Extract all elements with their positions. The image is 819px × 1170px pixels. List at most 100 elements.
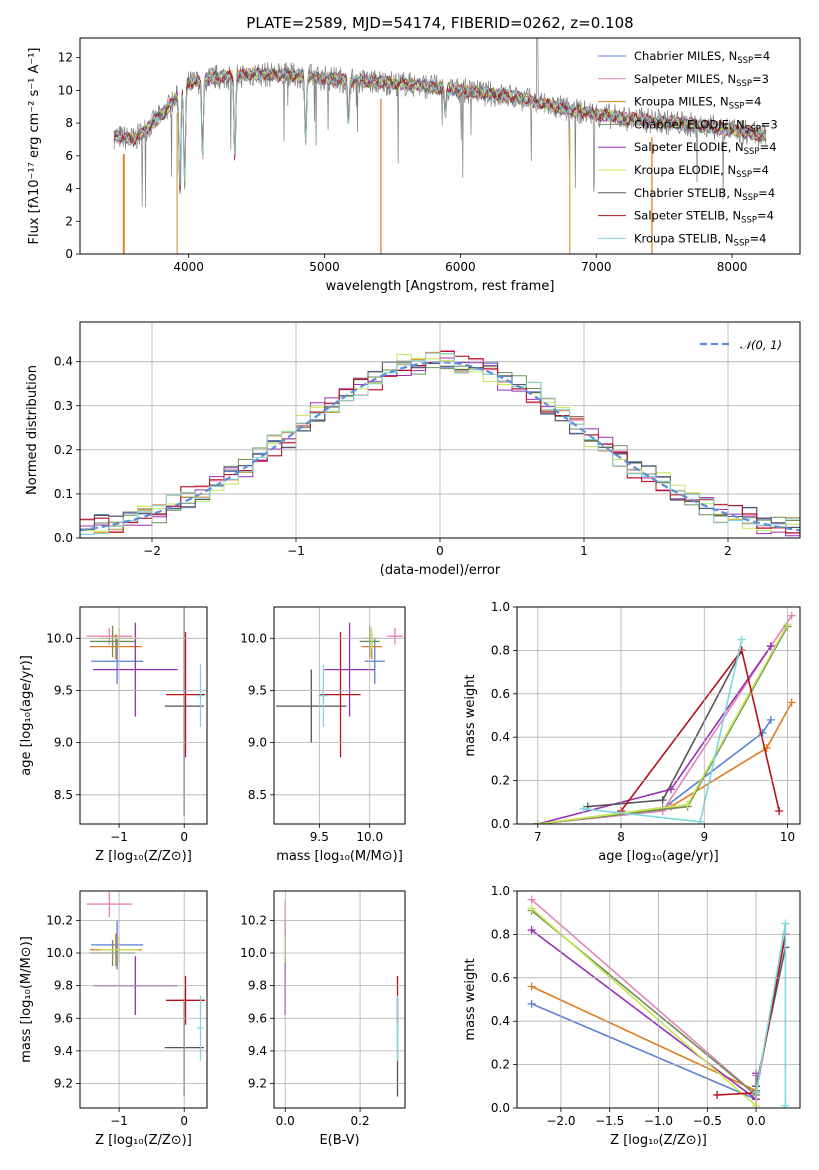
x-tick-label: −1 — [287, 544, 305, 558]
x-tick-label: 10 — [780, 830, 795, 844]
series-salpeter-stelib — [713, 930, 790, 1099]
y-tick-label: 9.5 — [54, 683, 73, 697]
legend-entry: Kroupa STELIB, NSSP=4 — [634, 231, 766, 248]
series-marker — [527, 999, 536, 1008]
y-tick-label: 10.0 — [240, 631, 267, 645]
model-spectrum-line — [114, 67, 767, 186]
legend-subscript: SSP — [729, 102, 745, 112]
series-marker — [766, 715, 775, 724]
series-marker — [787, 611, 796, 620]
series-line — [531, 899, 757, 1097]
x-tick-label: 0.0 — [276, 1114, 295, 1128]
x-axis-label: Z [log₁₀(Z/Z⊙)] — [95, 1133, 192, 1148]
series-marker — [775, 806, 784, 815]
series-line — [531, 907, 757, 1108]
y-tick-label: 9.6 — [248, 1011, 267, 1025]
legend-n-label: , N — [726, 186, 742, 200]
series-marker — [787, 698, 796, 707]
x-axis-label: age [log₁₀(age/yr)] — [598, 849, 719, 864]
y-tick-label: 0.4 — [54, 355, 73, 369]
panel-spectrum: 4000 5000 6000 7000 8000 0 2 4 6 8 10 12 wavelength … — [27, 37, 801, 294]
legend-model-name: Chabrier ELODIE — [634, 117, 729, 131]
y-tick-label: 8 — [65, 116, 73, 130]
series-line — [537, 615, 793, 824]
x-tick-label: 7000 — [581, 260, 612, 274]
legend-entry: Kroupa ELODIE, NSSP=4 — [634, 163, 769, 180]
point-kroupa-stelib — [197, 995, 204, 1061]
legend-n-label: , N — [713, 95, 729, 109]
axes-frame — [516, 606, 801, 825]
legend-nssp-value: 4 — [769, 140, 776, 154]
y-axis-label: mass weight — [463, 958, 478, 1040]
y-tick-label: 0.2 — [54, 443, 73, 457]
x-axis-label: Z [log₁₀(Z/Z⊙)] — [610, 1133, 707, 1148]
legend-equals: = — [761, 117, 771, 131]
x-tick-label: −1 — [110, 830, 128, 844]
plot-area — [113, 38, 767, 254]
legend-equals: = — [758, 186, 768, 200]
x-tick-label: −2 — [143, 544, 161, 558]
y-axis-label: Flux [fλ10⁻¹⁷ erg cm⁻² s⁻¹ A⁻¹] — [27, 48, 42, 245]
series-line — [531, 1003, 757, 1101]
point-salpeter-miles — [86, 891, 133, 918]
y-tick-label: 9.4 — [54, 1044, 73, 1058]
series-kroupa-elodie — [527, 904, 761, 1108]
y-axis-label: age [log₁₀(age/yr)] — [19, 655, 34, 776]
legend-entry: Chabrier MILES, NSSP=4 — [634, 49, 770, 66]
legend-equals: = — [752, 163, 762, 177]
x-tick-label: 0 — [180, 1114, 188, 1128]
x-tick-label: 7 — [534, 830, 542, 844]
panel-mass-vs-Z: −1 0 9.2 9.4 9.6 9.8 10.0 10.2 Z [log₁₀(Z/Z⊙)] ma… — [19, 890, 208, 1148]
figure-title: PLATE=2589, MJD=54174, FIBERID=0262, z=0… — [246, 14, 633, 32]
panel-residuals: −2 −1 0 1 2 0.0 0.1 0.2 0.3 0.4 (data-model)/error… — [25, 321, 801, 578]
series-marker — [527, 895, 536, 904]
y-tick-label: 1.0 — [491, 600, 510, 614]
y-tick-label: 0.8 — [491, 927, 510, 941]
x-tick-label: 0.2 — [351, 1114, 370, 1128]
model-spectrum-line — [113, 66, 767, 194]
y-tick-label: 10.2 — [240, 913, 267, 927]
y-tick-label: 9.8 — [54, 979, 73, 993]
y-tick-label: 0.2 — [491, 774, 510, 788]
legend-equals: = — [760, 140, 770, 154]
axes-frame — [273, 606, 406, 825]
y-tick-label: 10 — [58, 83, 73, 97]
legend-equals: = — [749, 231, 759, 245]
panel-age-vs-Z: −1 0 8.5 9.0 9.5 10.0 Z [log₁₀(Z/Z⊙)] age [log₁… — [19, 606, 208, 864]
series-marker — [737, 635, 746, 644]
legend-nssp-value: 4 — [754, 95, 761, 109]
plot-area — [276, 622, 403, 758]
y-tick-label: 10.0 — [240, 946, 267, 960]
y-tick-label: 9.4 — [248, 1044, 267, 1058]
x-axis-label: wavelength [Angstrom, rest frame] — [326, 279, 555, 294]
plot-area — [86, 891, 206, 1097]
x-tick-label: 5000 — [309, 260, 340, 274]
point-chabrier-miles — [91, 638, 144, 685]
x-tick-label: 6000 — [445, 260, 476, 274]
y-tick-label: 12 — [58, 51, 73, 65]
series-line — [583, 639, 743, 823]
legend-nssp-value: 4 — [767, 209, 774, 223]
series-line — [537, 624, 789, 824]
legend-model-name: Kroupa STELIB — [634, 231, 718, 245]
series-kroupa-stelib — [579, 635, 746, 824]
point-kroupa-stelib — [197, 664, 204, 727]
panel-weight-vs-Z: −2.0 −1.5 −1.0 −0.5 0.0 0.0 0.2 0.4 0.6 0.8 1.0 Z [… — [463, 884, 801, 1148]
legend-model-name: Salpeter MILES — [634, 72, 720, 86]
series-line — [537, 645, 772, 824]
legend-entry: Kroupa MILES, NSSP=4 — [634, 95, 761, 112]
legend-subscript: SSP — [737, 56, 753, 66]
y-tick-label: 10.2 — [46, 913, 73, 927]
y-tick-label: 9.8 — [248, 979, 267, 993]
legend-entry: 𝒩(0, 1) — [740, 338, 782, 352]
x-tick-label: 2 — [724, 544, 732, 558]
y-tick-label: 0.0 — [54, 531, 73, 545]
y-tick-label: 0.2 — [491, 1058, 510, 1072]
series-marker — [766, 642, 775, 651]
chart-panels: 4000 5000 6000 7000 8000024681012wavelength … — [19, 37, 801, 1148]
legend-n-label: , N — [728, 140, 744, 154]
y-tick-label: 0.0 — [491, 817, 510, 831]
legend-n-label: , N — [729, 117, 745, 131]
y-tick-label: 9.0 — [54, 736, 73, 750]
